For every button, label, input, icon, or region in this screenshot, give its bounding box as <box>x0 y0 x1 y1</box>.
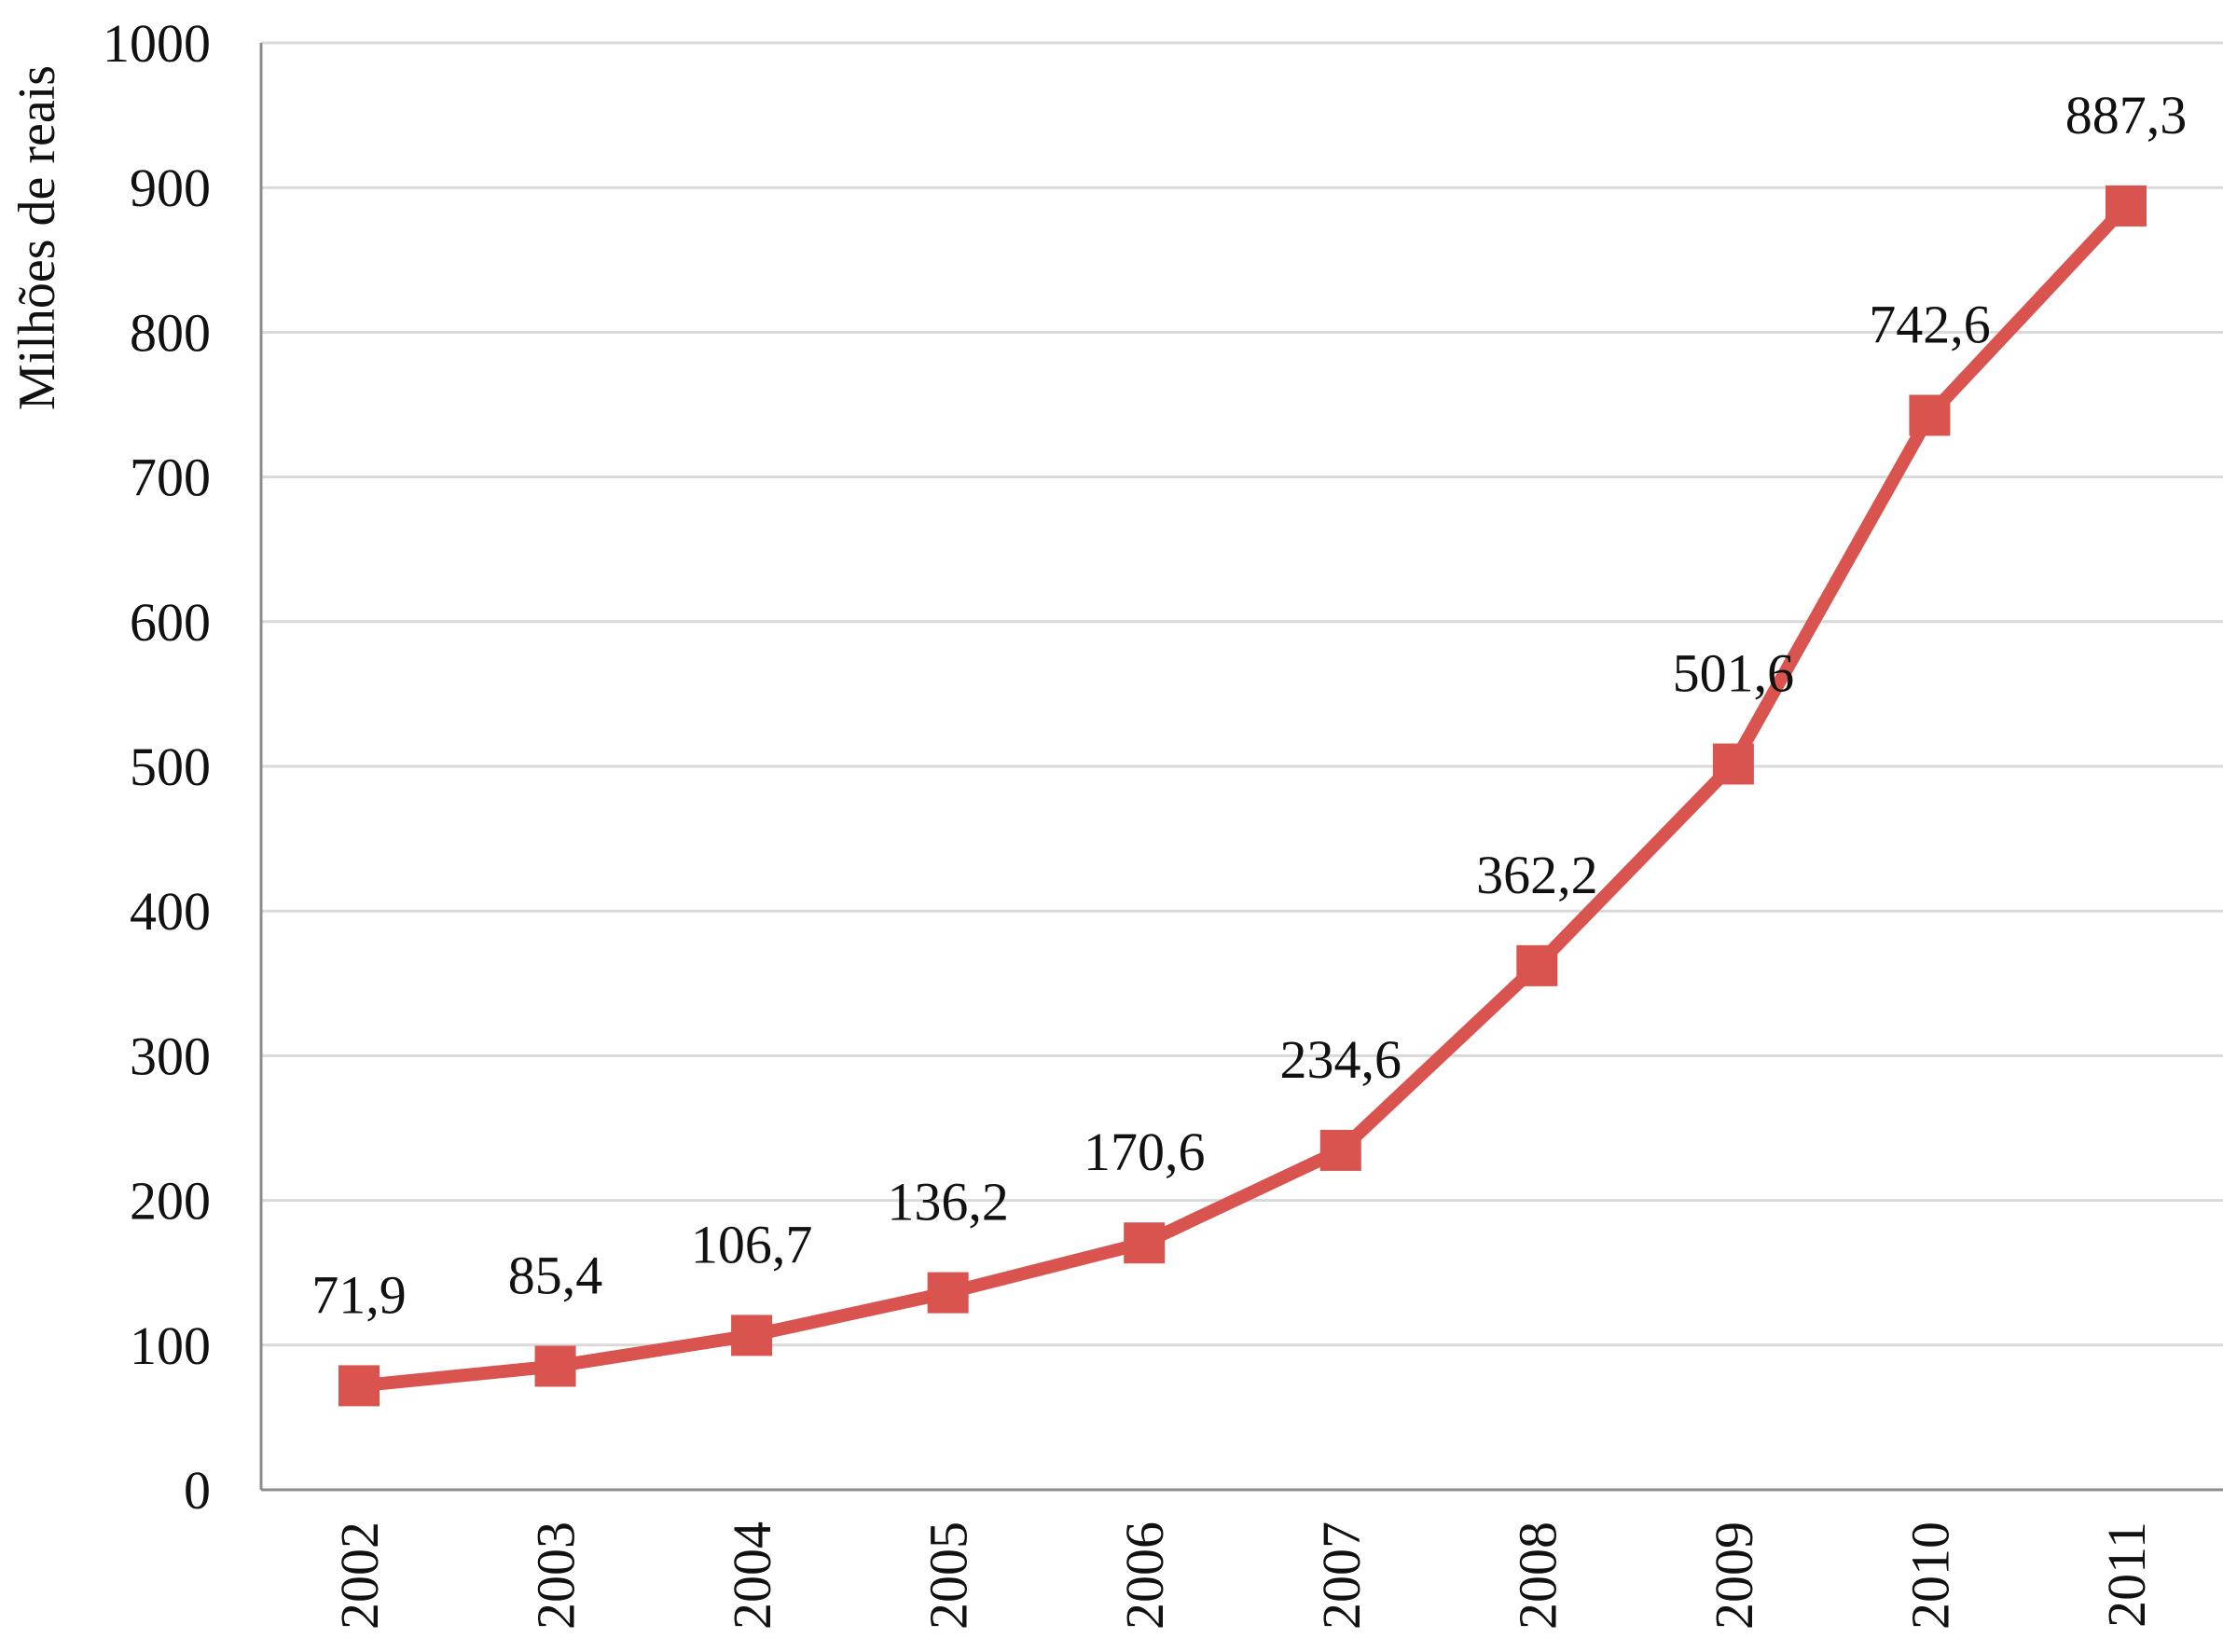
y-tick-label-1000: 1000 <box>103 13 211 74</box>
data-label-2005: 136,2 <box>887 1172 1009 1232</box>
x-tick-label-2006: 2006 <box>1114 1521 1175 1630</box>
x-tick-label-2003: 2003 <box>526 1521 587 1630</box>
marker-2002 <box>338 1365 380 1407</box>
marker-2011 <box>2106 185 2147 227</box>
marker-2003 <box>534 1345 576 1387</box>
series-line <box>352 199 2133 1393</box>
data-labels: 71,9 85,4 106,7 136,2 170,6 234,6 362,2 501,6 74… <box>311 85 2187 1326</box>
data-label-2004: 106,7 <box>691 1214 813 1274</box>
marker-2004 <box>731 1315 773 1356</box>
y-tick-label-900: 900 <box>130 158 211 218</box>
y-tick-label-700: 700 <box>130 447 211 508</box>
gridlines <box>261 41 2223 1347</box>
y-tick-label-800: 800 <box>130 302 211 363</box>
x-tick-labels: 2002 2003 2004 2005 2006 2007 2008 2009 2010 2011 <box>329 1521 2157 1630</box>
x-tick-label-2004: 2004 <box>722 1521 782 1630</box>
y-tick-label-100: 100 <box>130 1315 211 1376</box>
x-tick-label-2005: 2005 <box>918 1521 979 1630</box>
data-label-2011: 887,3 <box>2065 85 2188 145</box>
axes <box>259 43 2223 1492</box>
y-tick-label-300: 300 <box>130 1026 211 1086</box>
data-label-2003: 85,4 <box>508 1245 603 1305</box>
data-label-2008: 362,2 <box>1476 845 1598 905</box>
data-label-2007: 234,6 <box>1280 1029 1402 1090</box>
x-tick-label-2011: 2011 <box>2096 1521 2157 1628</box>
data-label-2006: 170,6 <box>1084 1122 1206 1182</box>
marker-2010 <box>1909 394 1951 436</box>
data-label-2010: 742,6 <box>1869 294 1991 354</box>
marker-2008 <box>1516 944 1558 986</box>
y-tick-label-200: 200 <box>130 1171 211 1232</box>
marker-2007 <box>1319 1129 1361 1171</box>
x-tick-label-2002: 2002 <box>329 1521 390 1630</box>
data-label-2009: 501,6 <box>1673 643 1795 704</box>
y-axis-title: Milhões de reais <box>8 65 66 410</box>
series-layer <box>338 185 2147 1407</box>
y-tick-label-0: 0 <box>184 1460 211 1521</box>
marker-2006 <box>1124 1222 1166 1264</box>
x-tick-label-2010: 2010 <box>1899 1521 1960 1630</box>
y-tick-label-500: 500 <box>130 737 211 797</box>
marker-2005 <box>927 1272 969 1314</box>
y-tick-label-600: 600 <box>130 592 211 653</box>
x-tick-label-2009: 2009 <box>1704 1521 1764 1630</box>
marker-2009 <box>1712 743 1754 785</box>
x-tick-label-2008: 2008 <box>1507 1521 1567 1630</box>
data-label-2002: 71,9 <box>311 1264 407 1325</box>
y-tick-labels: 0 100 200 300 400 500 600 700 800 900 1000 <box>103 13 211 1521</box>
y-tick-label-400: 400 <box>130 881 211 942</box>
x-tick-label-2007: 2007 <box>1311 1521 1372 1630</box>
